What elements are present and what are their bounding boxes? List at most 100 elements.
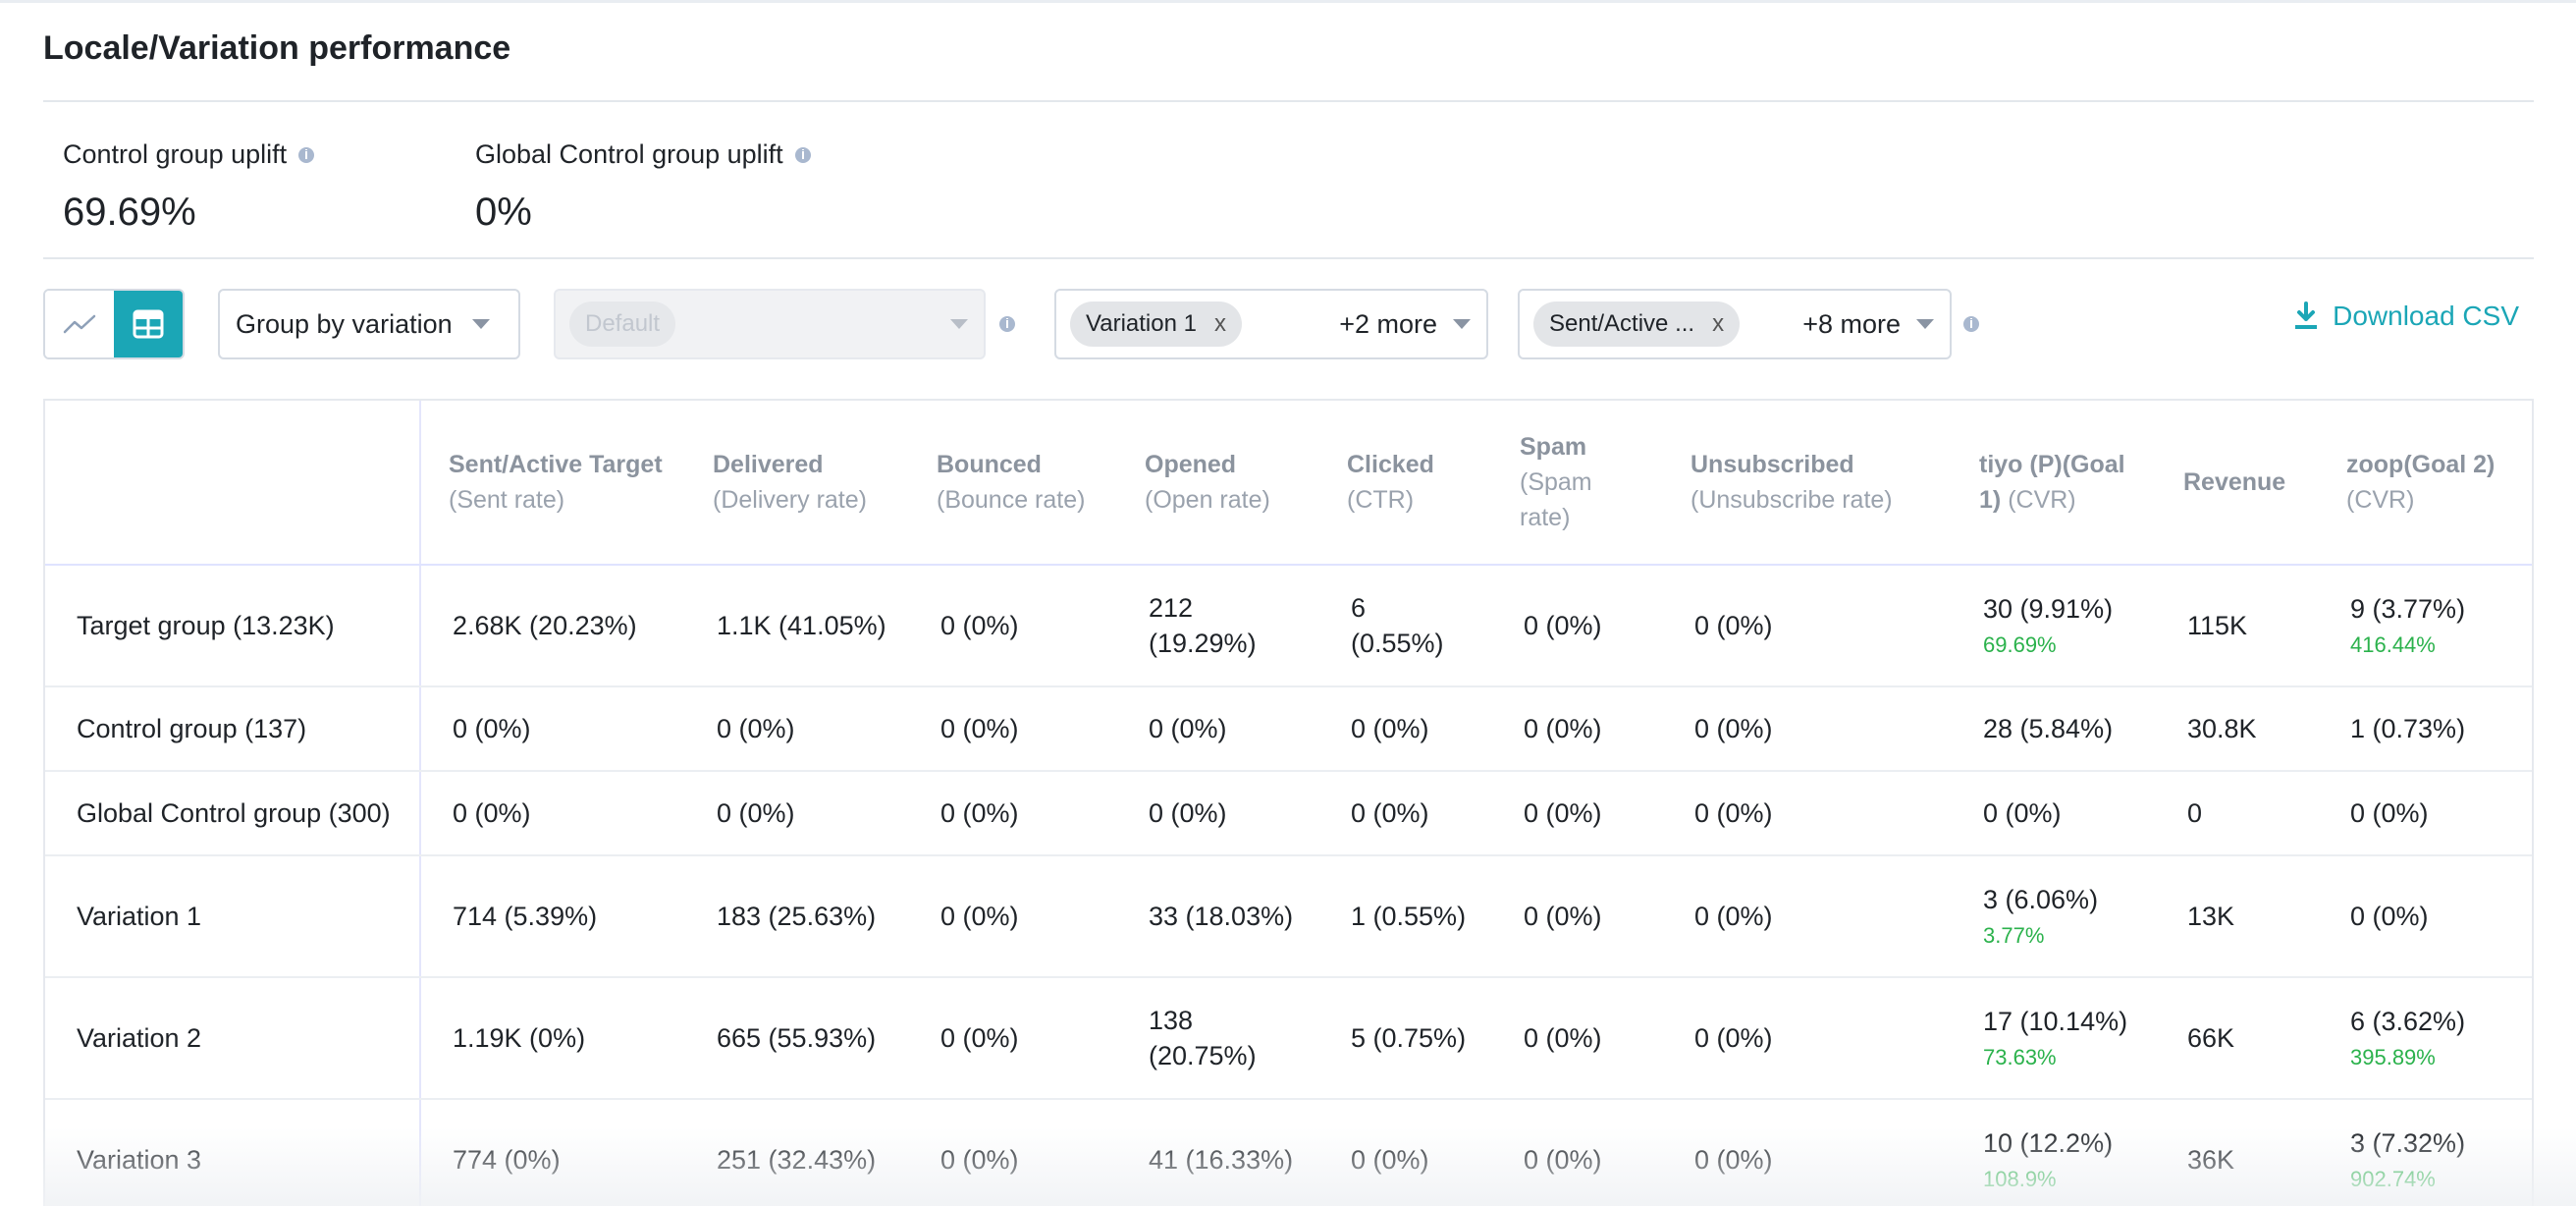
table-cell: 0 (0%) bbox=[909, 771, 1117, 856]
control-group-uplift-value: 69.69% bbox=[63, 191, 196, 234]
table-cell: 2.68K (20.23%) bbox=[420, 565, 685, 687]
table-cell: 1.19K (0%) bbox=[420, 977, 685, 1100]
table-cell: 0 (0%) bbox=[420, 771, 685, 856]
chevron-down-icon bbox=[950, 319, 968, 329]
column-title: Revenue bbox=[2183, 468, 2286, 496]
locale-chip: Default bbox=[569, 302, 676, 347]
row-label: Variation 1 bbox=[45, 855, 421, 978]
cell-value: 30 (9.91%) bbox=[1983, 594, 2114, 624]
table-view-button[interactable] bbox=[114, 291, 183, 357]
info-icon[interactable] bbox=[794, 146, 811, 163]
table-cell: 0 (0%) bbox=[685, 771, 909, 856]
group-by-select[interactable]: Group by variation bbox=[218, 289, 520, 359]
info-icon[interactable] bbox=[298, 146, 315, 163]
table-cell-goal1: 3 (6.06%) 3.77% bbox=[1952, 855, 2156, 978]
table-cell: 115K bbox=[2156, 565, 2319, 687]
chip-label: Variation 1 bbox=[1086, 310, 1197, 337]
metric-label-text: Global Control group uplift bbox=[475, 139, 783, 169]
global-control-group-uplift-value: 0% bbox=[475, 191, 532, 234]
column-header-clicked[interactable]: Clicked (CTR) bbox=[1319, 401, 1492, 566]
global-control-group-uplift-label: Global Control group uplift bbox=[475, 139, 811, 170]
download-csv-button[interactable]: Download CSV bbox=[2293, 301, 2519, 332]
close-icon[interactable]: x bbox=[1213, 310, 1226, 337]
column-subtitle: (Open rate) bbox=[1145, 486, 1270, 514]
row-label: Target group (13.23K) bbox=[45, 565, 421, 687]
column-header-goal2[interactable]: zoop(Goal 2) (CVR) bbox=[2319, 401, 2532, 566]
table-cell: 0 (0%) bbox=[1663, 565, 1952, 687]
column-subtitle: (Unsubscribe rate) bbox=[1690, 486, 1893, 514]
column-header-spam[interactable]: Spam (Spam rate) bbox=[1492, 401, 1663, 566]
table-cell: 0 (0%) bbox=[1117, 771, 1319, 856]
control-group-uplift-label: Control group uplift bbox=[63, 139, 315, 170]
column-subtitle: (CTR) bbox=[1347, 486, 1415, 514]
column-title: tiyo (P)(Goal 1) bbox=[1979, 451, 2125, 514]
chart-view-button[interactable] bbox=[45, 291, 114, 357]
table-cell: 0 (0%) bbox=[1492, 855, 1663, 978]
more-count: +2 more bbox=[1339, 308, 1437, 339]
table-cell: 0 (0%) bbox=[1492, 977, 1663, 1100]
table-cell: 0 (0%) bbox=[909, 1099, 1117, 1206]
column-subtitle: (CVR) bbox=[2346, 486, 2415, 514]
table-cell: 0 (0%) bbox=[909, 977, 1117, 1100]
column-header-opened[interactable]: Opened (Open rate) bbox=[1117, 401, 1319, 566]
table-cell: 0 (0%) bbox=[909, 855, 1117, 978]
column-header-revenue[interactable]: Revenue bbox=[2156, 401, 2319, 566]
variation-select[interactable]: Variation 1 x +2 more bbox=[1054, 289, 1488, 359]
table-cell: 0 (0%) bbox=[1319, 686, 1492, 772]
table-cell: 13K bbox=[2156, 855, 2319, 978]
table-cell: 66K bbox=[2156, 977, 2319, 1100]
column-header-goal1[interactable]: tiyo (P)(Goal 1) (CVR) bbox=[1952, 401, 2156, 566]
table-cell: 0 (0%) bbox=[2319, 771, 2532, 856]
locale-select: Default bbox=[554, 289, 986, 359]
column-subtitle: (CVR) bbox=[2008, 486, 2076, 514]
table-cell: 0 (0%) bbox=[1492, 1099, 1663, 1206]
column-header-unsubscribed[interactable]: Unsubscribed (Unsubscribe rate) bbox=[1663, 401, 1952, 566]
table-cell: 1 (0.73%) bbox=[2319, 686, 2532, 772]
view-toggle bbox=[43, 289, 185, 359]
cell-value: 10 (12.2%) bbox=[1983, 1128, 2114, 1158]
table-cell: 0 (0%) bbox=[1663, 771, 1952, 856]
column-header-label bbox=[45, 401, 421, 566]
info-icon[interactable] bbox=[999, 316, 1015, 332]
variation-chip: Variation 1 x bbox=[1070, 302, 1242, 347]
table-row: Target group (13.23K) 2.68K (20.23%) 1.1… bbox=[45, 565, 2532, 687]
metric-select[interactable]: Sent/Active ... x +8 more bbox=[1518, 289, 1952, 359]
column-subtitle: (Bounce rate) bbox=[937, 486, 1086, 514]
line-chart-icon bbox=[63, 314, 96, 334]
column-title: Sent/Active Target bbox=[449, 451, 663, 478]
column-header-sent[interactable]: Sent/Active Target (Sent rate) bbox=[420, 401, 685, 566]
table-cell: 33 (18.03%) bbox=[1117, 855, 1319, 978]
table-cell-goal2: 9 (3.77%) 416.44% bbox=[2319, 565, 2532, 687]
table-cell: 28 (5.84%) bbox=[1952, 686, 2156, 772]
row-label: Variation 2 bbox=[45, 977, 421, 1100]
close-icon[interactable]: x bbox=[1712, 310, 1725, 337]
uplift-value: 3.77% bbox=[1983, 923, 2045, 948]
table-cell: 183 (25.63%) bbox=[685, 855, 909, 978]
divider bbox=[43, 257, 2534, 259]
table-cell-goal2: 3 (7.32%) 902.74% bbox=[2319, 1099, 2532, 1206]
table-icon bbox=[133, 309, 164, 339]
chevron-down-icon bbox=[1453, 319, 1471, 329]
uplift-value: 416.44% bbox=[2350, 632, 2436, 657]
table-cell: 0 (0%) bbox=[685, 686, 909, 772]
table-row: Variation 1 714 (5.39%) 183 (25.63%) 0 (… bbox=[45, 855, 2532, 978]
table-cell: 0 (0%) bbox=[1319, 771, 1492, 856]
table-cell: 0 (0%) bbox=[1663, 977, 1952, 1100]
cell-value: 17 (10.14%) bbox=[1983, 1007, 2128, 1036]
table-cell: 0 (0%) bbox=[2319, 855, 2532, 978]
table-cell: 714 (5.39%) bbox=[420, 855, 685, 978]
column-header-delivered[interactable]: Delivered (Delivery rate) bbox=[685, 401, 909, 566]
download-icon bbox=[2295, 302, 2318, 329]
column-header-bounced[interactable]: Bounced (Bounce rate) bbox=[909, 401, 1117, 566]
row-label: Control group (137) bbox=[45, 686, 421, 772]
table-cell: 212 (19.29%) bbox=[1117, 565, 1319, 687]
info-icon[interactable] bbox=[1963, 316, 1979, 332]
group-by-value: Group by variation bbox=[236, 308, 453, 339]
more-count: +8 more bbox=[1802, 308, 1901, 339]
table-cell: 30.8K bbox=[2156, 686, 2319, 772]
table-cell-goal1: 17 (10.14%) 73.63% bbox=[1952, 977, 2156, 1100]
table-cell: 0 (0%) bbox=[909, 565, 1117, 687]
column-title: Opened bbox=[1145, 451, 1237, 478]
table-cell: 0 (0%) bbox=[1117, 686, 1319, 772]
column-subtitle: (Spam rate) bbox=[1520, 468, 1592, 531]
